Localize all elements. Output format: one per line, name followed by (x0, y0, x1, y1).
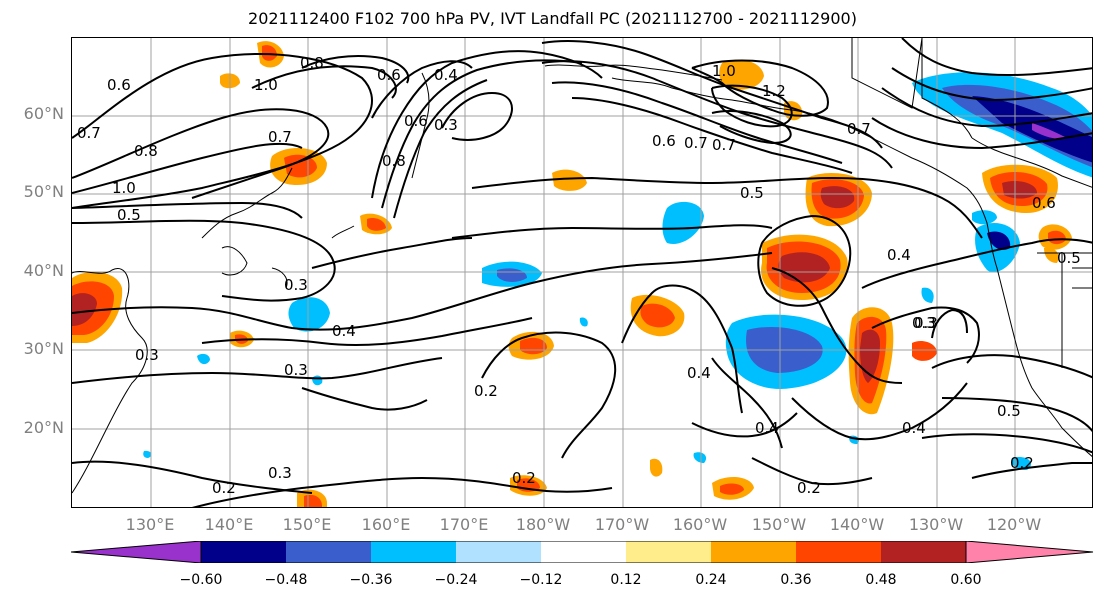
colorbar (71, 541, 1094, 563)
lon-label: 160°W (672, 515, 728, 534)
contour-label: 1.0 (254, 76, 278, 94)
contour-label: 1.0 (112, 179, 136, 197)
lon-label: 180°W (515, 515, 571, 534)
colorbar-swatch (541, 541, 626, 563)
contour-label: 0.4 (755, 419, 779, 437)
colorbar-tick-label: 0.48 (865, 572, 897, 588)
colorbar-tick-label: 0.24 (695, 572, 727, 588)
contour-label: 0.2 (474, 382, 498, 400)
lon-label: 150°E (282, 515, 332, 534)
contour-label: 0.7 (712, 136, 736, 154)
map-panel: 0.8 1.0 0.6 0.7 0.8 1.0 0.5 0.7 0.6 0.4 … (71, 37, 1093, 508)
contour-label: 0.3 (284, 276, 308, 294)
contour-label: 0.8 (382, 152, 406, 170)
contour-label: 0.5 (1057, 249, 1081, 267)
contour-label-group: 0.8 1.0 0.6 0.7 0.8 1.0 0.5 0.7 0.6 0.4 … (77, 54, 1081, 497)
contour-lines (72, 38, 1092, 507)
colorbar-swatch (881, 541, 966, 563)
contour-label: 0.3 (268, 464, 292, 482)
lon-label: 150°W (751, 515, 807, 534)
colorbar-tick-label: −0.48 (264, 572, 308, 588)
contour-label: 0.6 (377, 66, 401, 84)
contour-label: 0.4 (902, 419, 926, 437)
contour-label: 0.5 (117, 206, 141, 224)
lon-label: 130°E (125, 515, 175, 534)
colorbar-tick-label: −0.36 (349, 572, 393, 588)
contour-label: 0.8 (300, 54, 324, 72)
colorbar-tick-label: −0.60 (179, 572, 223, 588)
contour-label: 0.4 (687, 364, 711, 382)
contour-label: 0.3 (135, 346, 159, 364)
contour-label: 0.7 (847, 120, 871, 138)
contour-label: 0.2 (512, 469, 536, 487)
colorbar-tick-label: −0.12 (519, 572, 563, 588)
lon-label: 130°W (908, 515, 964, 534)
contour-label: 0.7 (684, 134, 708, 152)
colorbar-swatch (201, 541, 286, 563)
coastlines (72, 38, 1092, 494)
colorbar-swatch (711, 541, 796, 563)
contour-label: 0.4 (887, 246, 911, 264)
colorbar-swatch (626, 541, 711, 563)
lon-label: 160°E (361, 515, 411, 534)
contour-label: 0.2 (212, 479, 236, 497)
colorbar-tick-label: 0.36 (780, 572, 812, 588)
contour-label: 0.8 (134, 142, 158, 160)
contour-label: 0.3 (912, 314, 936, 332)
colorbar-swatch (371, 541, 456, 563)
contour-label: 0.6 (404, 112, 428, 130)
colorbar-tick-label: −0.24 (434, 572, 478, 588)
contour-label: 1.2 (762, 82, 786, 100)
colorbar-swatch (286, 541, 371, 563)
shaded-anomalies (72, 41, 1092, 507)
contour-label: 0.4 (332, 322, 356, 340)
lat-label: 20°N (23, 418, 64, 437)
contour-label: 0.6 (1032, 194, 1056, 212)
lon-label: 140°E (204, 515, 254, 534)
colorbar-extend-high (965, 541, 1094, 563)
contour-label: 1.0 (712, 62, 736, 80)
contour-label: 0.3 (434, 116, 458, 134)
lat-label: 50°N (23, 182, 64, 201)
contour-label: 0.2 (797, 479, 821, 497)
lon-label: 140°W (829, 515, 885, 534)
colorbar-extend-low (71, 541, 202, 563)
contour-label: 0.3 (914, 314, 938, 332)
contour-label: 0.5 (997, 402, 1021, 420)
contour-label: 0.6 (107, 76, 131, 94)
contour-label: 0.4 (434, 66, 458, 84)
lon-label: 170°E (439, 515, 489, 534)
map-title: 2021112400 F102 700 hPa PV, IVT Landfall… (248, 9, 857, 28)
lat-label: 30°N (23, 339, 64, 358)
contour-label: 0.7 (268, 128, 292, 146)
contour-label: 0.2 (1010, 454, 1034, 472)
colorbar-tick-label: 0.60 (950, 572, 982, 588)
lon-label: 120°W (986, 515, 1042, 534)
lat-label: 60°N (23, 104, 64, 123)
colorbar-swatch (456, 541, 541, 563)
contour-label: 0.6 (652, 132, 676, 150)
colorbar-swatch (796, 541, 881, 563)
contour-label: 0.5 (740, 184, 764, 202)
contour-label: 0.3 (284, 361, 308, 379)
map-canvas: 0.8 1.0 0.6 0.7 0.8 1.0 0.5 0.7 0.6 0.4 … (72, 38, 1092, 507)
contour-label: 0.7 (77, 124, 101, 142)
lat-label: 40°N (23, 261, 64, 280)
colorbar-tick-label: 0.12 (610, 572, 642, 588)
lon-label: 170°W (594, 515, 650, 534)
